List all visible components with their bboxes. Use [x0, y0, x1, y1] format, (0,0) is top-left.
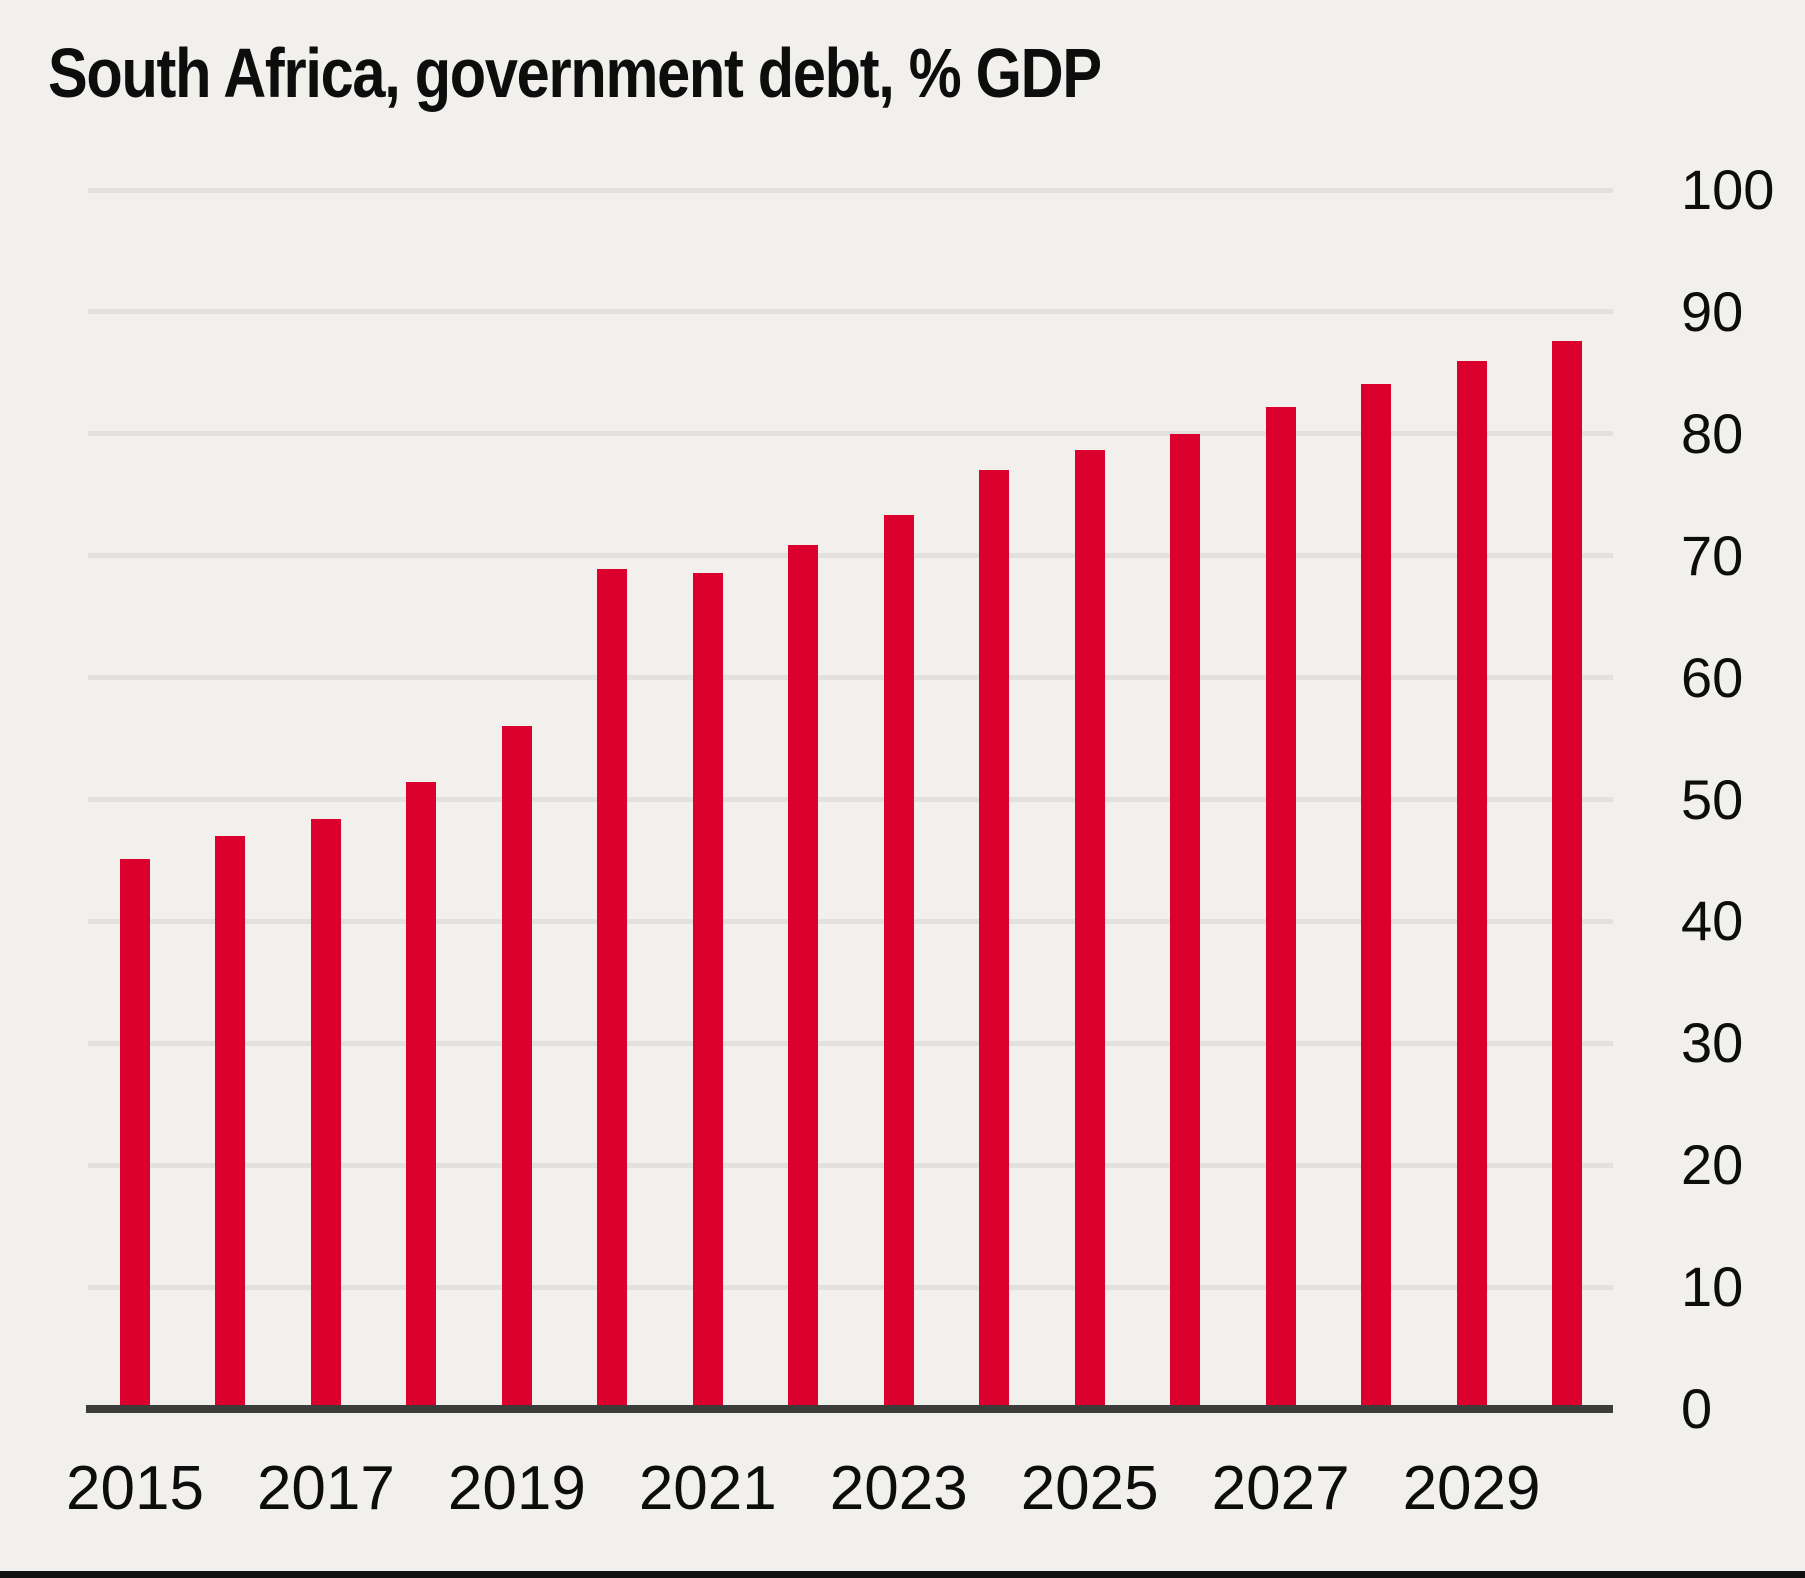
x-axis-label-2023: 2023: [829, 1454, 968, 1523]
bar-2024: [979, 470, 1010, 1409]
gridline-50: [88, 797, 1613, 802]
gridline-90: [88, 309, 1613, 315]
x-axis-label-2027: 2027: [1211, 1454, 1350, 1523]
x-axis-label-2029: 2029: [1402, 1454, 1541, 1523]
bar-2029: [1456, 360, 1487, 1409]
x-axis-label-2025: 2025: [1020, 1454, 1159, 1523]
y-axis-label-0: 0: [1681, 1377, 1713, 1440]
bar-2016: [215, 836, 246, 1409]
chart-title: South Africa, government debt, % GDP: [48, 34, 1102, 112]
bar-2028: [1361, 383, 1392, 1409]
x-axis-label-2019: 2019: [447, 1454, 586, 1523]
y-axis-label-20: 20: [1681, 1133, 1744, 1197]
y-axis-label-10: 10: [1681, 1255, 1744, 1319]
bottom-border-rule: [0, 1571, 1805, 1578]
y-axis-label-80: 80: [1681, 401, 1744, 465]
x-axis-label-2021: 2021: [638, 1454, 777, 1523]
gridline-100: [88, 187, 1613, 193]
bar-2027: [1265, 406, 1296, 1409]
bar-2026: [1170, 433, 1201, 1409]
y-axis-label-60: 60: [1681, 645, 1744, 709]
bar-2018: [406, 782, 437, 1409]
y-axis-label-100: 100: [1681, 158, 1775, 221]
gridline-80: [88, 431, 1613, 437]
bar-2022: [788, 544, 819, 1409]
x-axis-label-2017: 2017: [256, 1454, 395, 1523]
bar-2030: [1552, 341, 1582, 1409]
x-axis-line: [86, 1405, 1613, 1413]
bar-2017: [310, 819, 341, 1409]
x-axis-label-2015: 2015: [66, 1454, 204, 1523]
gridline-30: [88, 1040, 1613, 1046]
bar-2023: [883, 515, 914, 1409]
gridline-20: [88, 1162, 1613, 1168]
y-axis-label-50: 50: [1681, 767, 1744, 831]
bar-2019: [501, 726, 532, 1409]
bar-2020: [597, 569, 628, 1409]
bar-2025: [1074, 449, 1105, 1409]
y-axis-label-30: 30: [1681, 1011, 1744, 1075]
bar-2015: [120, 859, 150, 1409]
y-axis-label-70: 70: [1681, 523, 1744, 587]
bar-2021: [692, 572, 723, 1409]
y-axis-label-40: 40: [1681, 889, 1744, 953]
gridline-40: [88, 918, 1613, 924]
gridline-10: [88, 1284, 1613, 1290]
gridline-60: [88, 675, 1613, 681]
y-axis-label-90: 90: [1681, 279, 1744, 343]
gridline-70: [88, 553, 1613, 559]
